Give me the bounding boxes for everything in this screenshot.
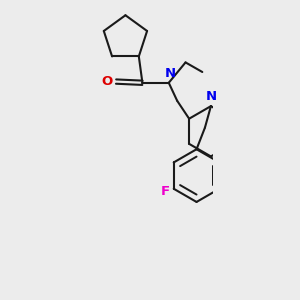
Text: F: F [161,185,170,198]
Text: O: O [101,75,112,88]
Text: N: N [164,67,175,80]
Text: N: N [205,90,217,103]
